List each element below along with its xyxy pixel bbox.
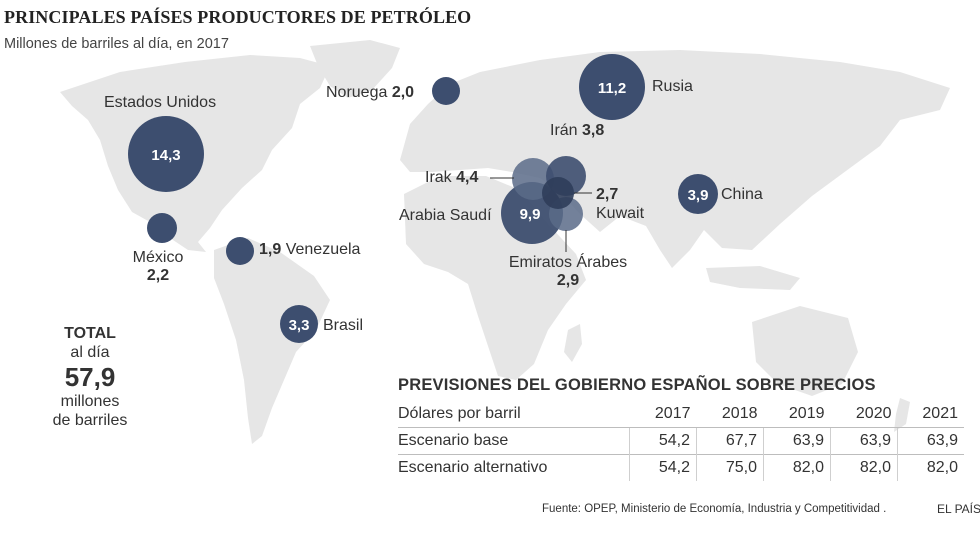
bubble-kuwait: [542, 177, 574, 209]
bubble-rusia: [579, 54, 645, 120]
price-forecast: PREVISIONES DEL GOBIERNO ESPAÑOL SOBRE P…: [398, 376, 964, 481]
price-table-header: Dólares por barril 2017 2018 2019 2020 2…: [398, 401, 964, 428]
japan-shape: [786, 150, 806, 200]
bubble-mexico: [147, 213, 177, 243]
bubble-usa: [128, 116, 204, 192]
label-usa: Estados Unidos: [104, 94, 217, 111]
total-label: TOTAL: [64, 325, 116, 342]
label-iran-name: Irán: [550, 122, 578, 139]
price-forecast-title: PREVISIONES DEL GOBIERNO ESPAÑOL SOBRE P…: [398, 376, 876, 394]
total-unit-2: de barriles: [52, 412, 128, 429]
table-cell: 82,0: [897, 454, 964, 481]
total-sub: al día: [70, 344, 110, 361]
table-cell: 54,2: [629, 427, 697, 455]
greenland-shape: [310, 40, 400, 98]
table-cell: 63,9: [763, 427, 831, 455]
eurasia-shape: [400, 50, 950, 268]
label-noruega-name: Noruega: [326, 84, 388, 101]
label-noruega-value: 2,0: [391, 84, 415, 101]
row-label: Escenario alternativo: [398, 454, 630, 481]
label-mexico-value: 2,2: [146, 267, 170, 284]
table-cell: 63,9: [830, 427, 898, 455]
label-irak: Irak 4,4: [425, 169, 478, 187]
new-zealand-shape: [894, 398, 910, 432]
table-cell: 75,0: [696, 454, 764, 481]
bubble-venezuela: [226, 237, 254, 265]
price-table: Dólares por barril 2017 2018 2019 2020 2…: [398, 401, 964, 481]
brand-logo: EL PAÍS: [937, 502, 980, 516]
australia-shape: [752, 306, 858, 396]
table-cell: 67,7: [696, 427, 764, 455]
price-table-unit: Dólares por barril: [398, 405, 521, 422]
year-header: 2017: [654, 405, 691, 422]
source-note: Fuente: OPEP, Ministerio de Economía, In…: [542, 503, 887, 515]
value-in-arabia: 9,9: [520, 206, 541, 223]
south-america-shape: [214, 238, 330, 444]
label-mexico-name: México: [132, 249, 184, 266]
total-block: TOTAL al día 57,9 millones de barriles: [30, 324, 150, 430]
bubble-china: [678, 174, 718, 214]
label-iran: Irán 3,8: [550, 122, 604, 140]
label-arabia: Arabia Saudí: [399, 207, 492, 224]
chart-subtitle: Millones de barriles al día, en 2017: [4, 36, 229, 52]
table-cell: 54,2: [629, 454, 697, 481]
label-brasil: Brasil: [323, 317, 364, 334]
table-row: Escenario base 54,2 67,7 63,9 63,9 63,9: [398, 427, 964, 455]
year-header: 2018: [721, 405, 758, 422]
label-irak-value: 4,4: [456, 169, 479, 186]
production-bubbles: [128, 54, 718, 343]
label-venezuela-value: 1,9: [259, 241, 282, 258]
madagascar-shape: [564, 324, 582, 362]
label-mexico: México 2,2: [128, 249, 188, 285]
indonesia-shape: [706, 266, 800, 290]
label-iran-value: 3,8: [582, 122, 605, 139]
label-emiratos-name: Emiratos Árabes: [508, 254, 628, 271]
label-rusia: Rusia: [652, 78, 693, 95]
value-in-usa: 14,3: [151, 147, 180, 164]
label-venezuela-name: Venezuela: [285, 241, 361, 258]
label-venezuela: 1,9 Venezuela: [259, 241, 360, 259]
bubble-brasil: [280, 305, 318, 343]
row-label: Escenario base: [398, 427, 630, 455]
value-in-rusia: 11,2: [598, 80, 626, 97]
value-in-china: 3,9: [688, 187, 709, 204]
label-china: China: [721, 186, 763, 203]
label-kuwait: Kuwait: [596, 205, 645, 222]
year-header: 2019: [788, 405, 825, 422]
total-unit-1: millones: [60, 393, 120, 410]
label-emiratos-value: 2,9: [556, 272, 580, 289]
bubble-noruega: [432, 77, 460, 105]
table-row: Escenario alternativo 54,2 75,0 82,0 82,…: [398, 454, 964, 481]
year-header: 2021: [922, 405, 958, 422]
table-cell: 82,0: [763, 454, 831, 481]
value-in-brasil: 3,3: [289, 317, 310, 334]
label-noruega: Noruega 2,0: [326, 84, 414, 102]
table-cell: 63,9: [897, 427, 964, 455]
label-emiratos: Emiratos Árabes 2,9: [501, 254, 635, 290]
total-value: 57,9: [64, 362, 116, 392]
label-irak-name: Irak: [425, 169, 452, 186]
year-header: 2020: [855, 405, 892, 422]
chart-title: PRINCIPALES PAÍSES PRODUCTORES DE PETRÓL…: [4, 7, 472, 27]
table-cell: 82,0: [830, 454, 898, 481]
continents: [60, 40, 950, 444]
leader-lines: [490, 177, 592, 252]
label-kuwait-value: 2,7: [596, 186, 619, 203]
